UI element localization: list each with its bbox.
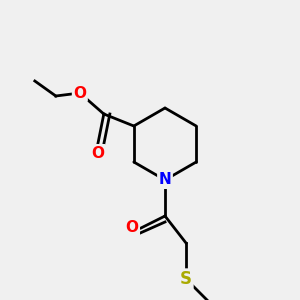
Text: O: O [73, 85, 86, 100]
Text: S: S [180, 270, 192, 288]
Text: O: O [91, 146, 104, 160]
Text: N: N [159, 172, 171, 188]
Text: O: O [125, 220, 139, 236]
